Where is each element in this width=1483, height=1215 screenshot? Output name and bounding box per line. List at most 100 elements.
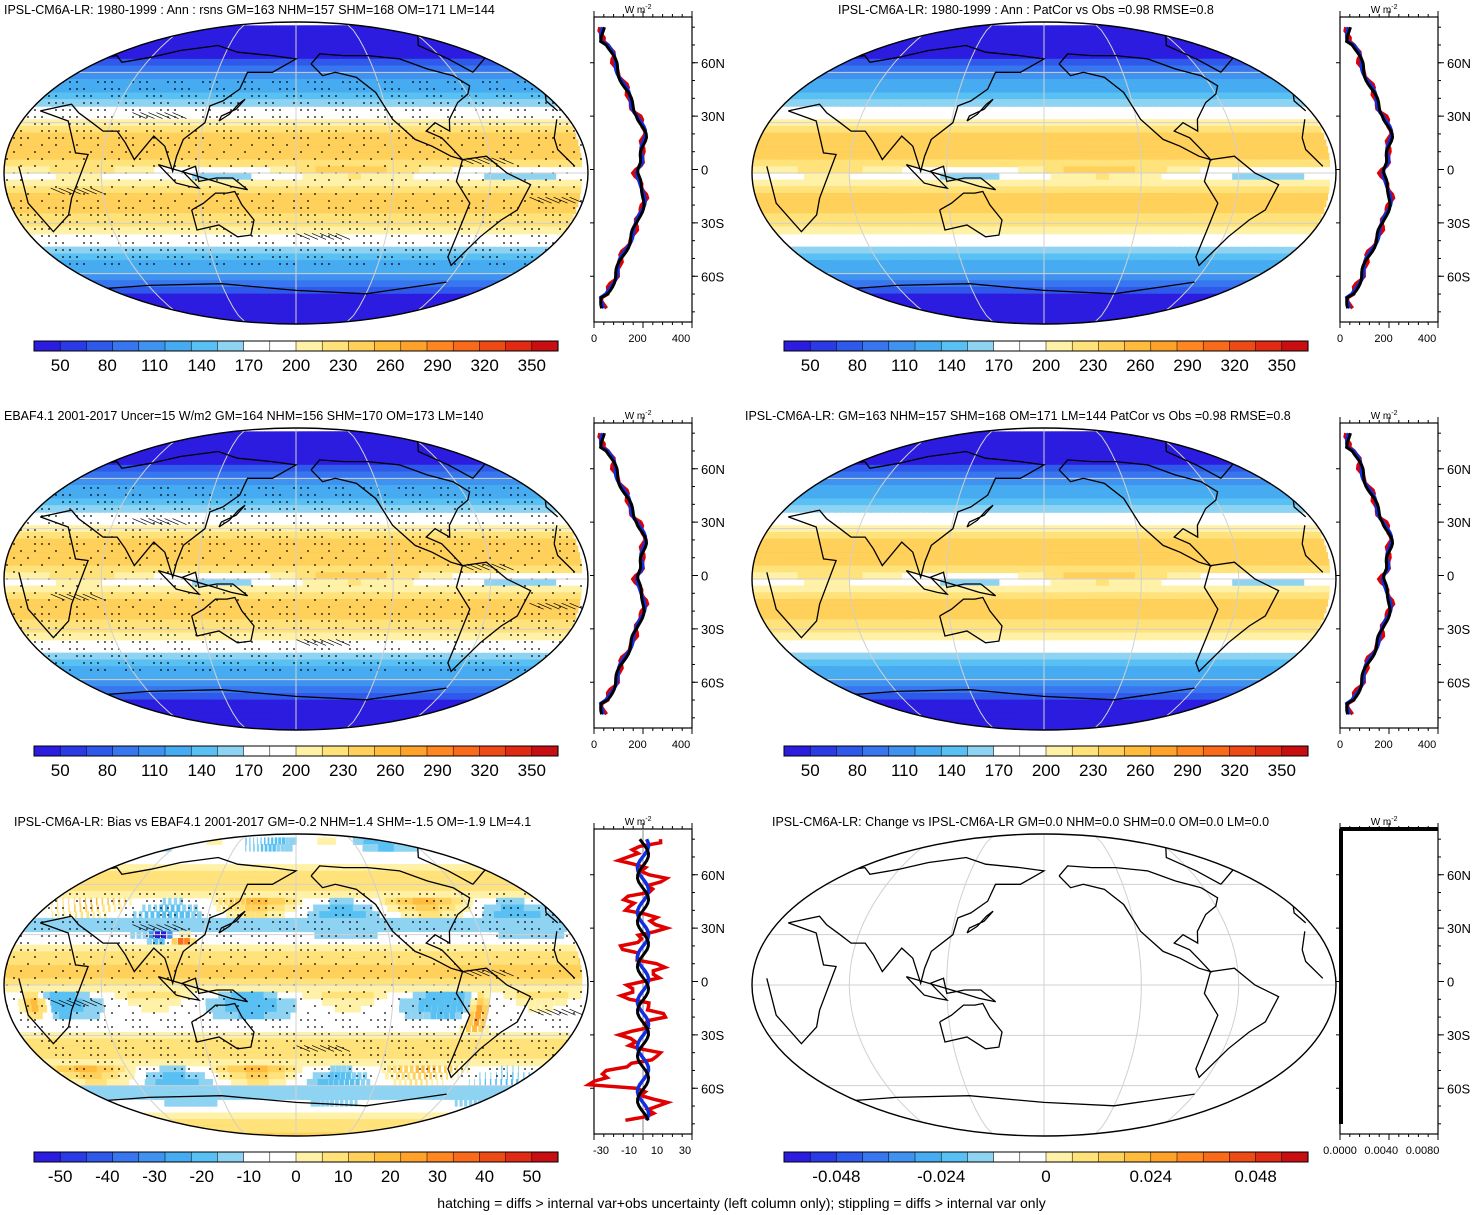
colorbar-bin bbox=[809, 1151, 837, 1163]
unit-label: W m-2 bbox=[1371, 816, 1398, 828]
colorbar-bin bbox=[993, 745, 1021, 757]
colorbar-label: 170 bbox=[985, 761, 1013, 780]
zonal-profile: 60N 30N 0 30S 60S W m-2 0 200 400 bbox=[1336, 410, 1471, 751]
colorbar-bin bbox=[836, 745, 864, 757]
colorbar-label: 20 bbox=[381, 1167, 400, 1186]
colorbar-label: -0.048 bbox=[812, 1167, 860, 1186]
colorbar-label: 50 bbox=[801, 356, 820, 375]
colorbar-bin bbox=[940, 340, 968, 352]
hatching bbox=[50, 924, 584, 1052]
profile-line bbox=[598, 432, 649, 715]
colorbar-bin bbox=[1202, 340, 1230, 352]
colorbar-bin bbox=[505, 340, 533, 352]
colorbar-bin bbox=[1019, 745, 1047, 757]
colorbar-bin bbox=[1098, 1151, 1126, 1163]
colorbar-bin bbox=[1255, 1151, 1283, 1163]
colorbar: 50 80 110 140 170 200 230 260 290 320 350 bbox=[783, 745, 1309, 780]
colorbar-bin bbox=[1045, 1151, 1073, 1163]
profile-line bbox=[635, 838, 651, 1121]
lat-label: 30N bbox=[1447, 109, 1471, 124]
colorbar-bin bbox=[1045, 745, 1073, 757]
colorbar-label: 260 bbox=[1126, 761, 1154, 780]
x-tick-label: 400 bbox=[1418, 333, 1436, 345]
x-tick-label: 200 bbox=[1374, 739, 1392, 751]
panel-title: IPSL-CM6A-LR: 1980-1999 : Ann : rsns GM=… bbox=[4, 3, 495, 17]
lat-label: 30N bbox=[701, 515, 725, 530]
profile-line bbox=[1344, 26, 1395, 309]
graticule bbox=[4, 22, 588, 324]
colorbar-bin bbox=[400, 340, 428, 352]
colorbar-bin bbox=[1176, 340, 1204, 352]
lat-label: 60N bbox=[701, 462, 725, 477]
colorbar-bin bbox=[452, 340, 480, 352]
colorbar-label: 110 bbox=[141, 761, 168, 780]
lat-label: 30N bbox=[701, 109, 725, 124]
colorbar-bin bbox=[967, 1151, 995, 1163]
colorbar-bin bbox=[164, 340, 192, 352]
colorbar-label: 80 bbox=[848, 356, 867, 375]
colorbar-bin bbox=[862, 1151, 890, 1163]
colorbar-bin bbox=[269, 1151, 297, 1163]
colorbar-label: 200 bbox=[282, 761, 310, 780]
lat-label: 0 bbox=[701, 975, 708, 990]
colorbar-bin bbox=[940, 745, 968, 757]
colorbar-label: 50 bbox=[801, 761, 820, 780]
colorbar-label: 260 bbox=[376, 356, 404, 375]
colorbar-label: 260 bbox=[1126, 356, 1154, 375]
map-border bbox=[751, 833, 1337, 1137]
colorbar-bin bbox=[1150, 1151, 1178, 1163]
colorbar-bin bbox=[321, 745, 349, 757]
colorbar-label: 140 bbox=[937, 761, 965, 780]
colorbar-label: 320 bbox=[1220, 356, 1248, 375]
colorbar-label: 320 bbox=[1220, 761, 1248, 780]
colorbar-bin bbox=[967, 340, 995, 352]
colorbar-label: 350 bbox=[518, 761, 546, 780]
colorbar-bin bbox=[1098, 745, 1126, 757]
colorbar-label: -50 bbox=[48, 1167, 73, 1186]
colorbar-label: 0.024 bbox=[1130, 1167, 1173, 1186]
colorbar-label: 320 bbox=[470, 761, 498, 780]
colorbar-bin bbox=[112, 1151, 140, 1163]
x-tick-label: 200 bbox=[628, 739, 646, 751]
lat-label: 60N bbox=[1447, 462, 1471, 477]
panel-title: IPSL-CM6A-LR: 1980-1999 : Ann : PatCor v… bbox=[838, 3, 1214, 17]
map-border bbox=[3, 21, 589, 325]
profile-line bbox=[1344, 432, 1395, 715]
colorbar-label: 170 bbox=[235, 356, 263, 375]
lat-label: 60S bbox=[1447, 1081, 1470, 1096]
x-tick-label: 400 bbox=[1418, 739, 1436, 751]
lat-label: 60S bbox=[1447, 675, 1470, 690]
colorbar-label: 110 bbox=[891, 356, 918, 375]
colorbar: -50 -40 -30 -20 -10 0 10 20 30 40 50 bbox=[33, 1151, 559, 1186]
colorbar-bin bbox=[452, 745, 480, 757]
colorbar-bin bbox=[1098, 340, 1126, 352]
unit-label: W m-2 bbox=[1371, 4, 1398, 16]
colorbar-bin bbox=[505, 1151, 533, 1163]
colorbar-bin bbox=[426, 745, 454, 757]
colorbar-bin bbox=[531, 340, 559, 352]
panel-title: EBAF4.1 2001-2017 Uncer=15 W/m2 GM=164 N… bbox=[4, 409, 483, 423]
colorbar-bin bbox=[1281, 340, 1309, 352]
colorbar-bin bbox=[1229, 745, 1257, 757]
lat-label: 30N bbox=[701, 921, 725, 936]
lat-label: 60S bbox=[1447, 269, 1470, 284]
colorbar-bin bbox=[1124, 1151, 1152, 1163]
colorbar-bin bbox=[914, 745, 942, 757]
colorbar-label: 10 bbox=[334, 1167, 353, 1186]
colorbar-bin bbox=[243, 745, 271, 757]
x-tick-label: 30 bbox=[679, 1145, 691, 1157]
map-1 bbox=[3, 21, 589, 325]
colorbar-bin bbox=[1071, 1151, 1099, 1163]
profile-line bbox=[598, 26, 649, 309]
colorbar-bin bbox=[164, 745, 192, 757]
colorbar-bin bbox=[809, 340, 837, 352]
colorbar-label: 80 bbox=[98, 761, 117, 780]
map-border bbox=[751, 427, 1337, 731]
colorbar: 50 80 110 140 170 200 230 260 290 320 350 bbox=[783, 340, 1309, 375]
colorbar-bin bbox=[269, 745, 297, 757]
colorbar-bin bbox=[426, 340, 454, 352]
colorbar-bin bbox=[1124, 340, 1152, 352]
zonal-profile: 60N 30N 0 30S 60S W m-2 -30 -10 10 30 bbox=[583, 816, 725, 1157]
colorbar-label: 200 bbox=[1032, 761, 1060, 780]
